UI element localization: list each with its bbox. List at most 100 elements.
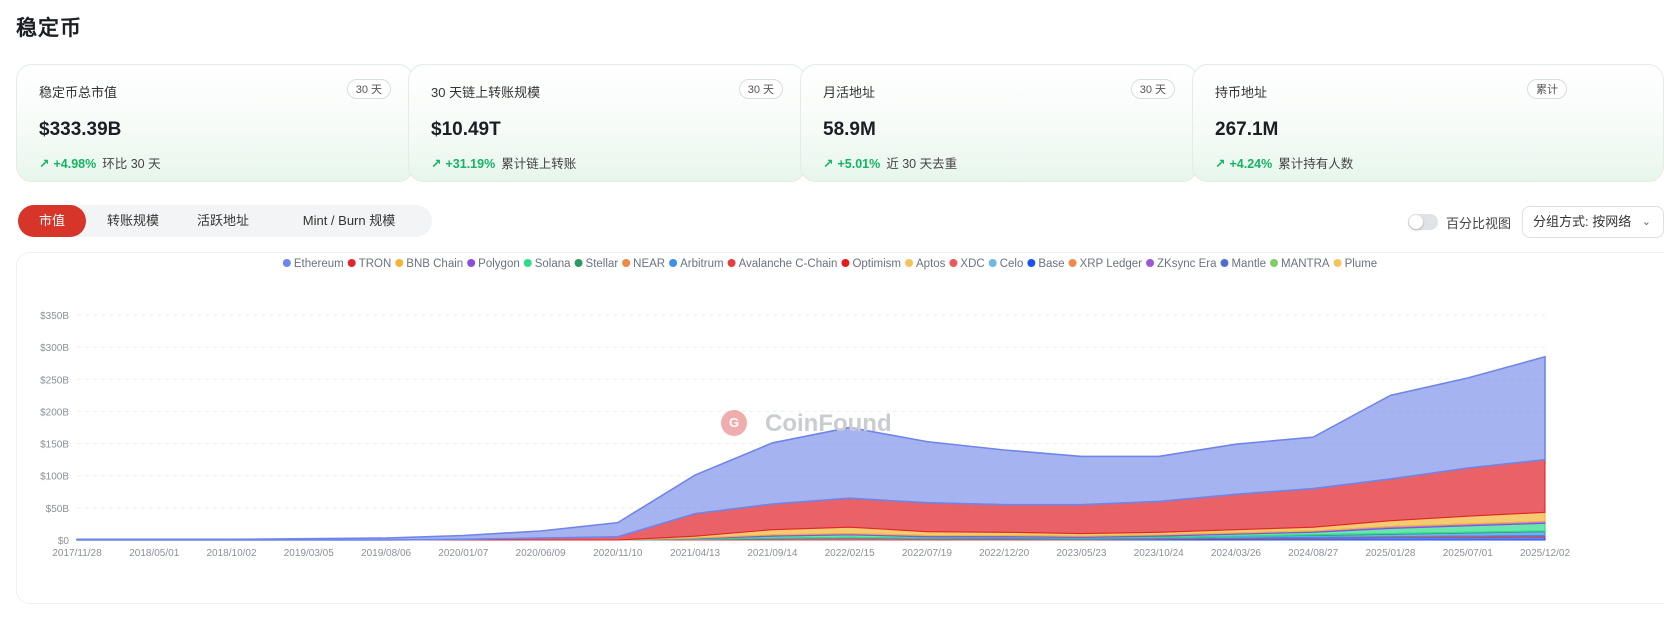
legend-item[interactable]: Base bbox=[1027, 258, 1065, 270]
stat-card-transfer-volume: 30 天链上转账规模 30 天 $10.49T ↗ +31.19% 累计链上转账 bbox=[408, 64, 806, 182]
legend-item[interactable]: Aptos bbox=[905, 258, 946, 270]
legend-item[interactable]: Polygon bbox=[467, 258, 520, 270]
legend-item[interactable]: Arbitrum bbox=[669, 258, 724, 270]
x-tick-label: 2020/11/10 bbox=[593, 548, 643, 559]
y-tick-label: $0 bbox=[58, 536, 70, 547]
change-caption: 累计持有人数 bbox=[1278, 157, 1354, 171]
page-title: 稳定币 bbox=[16, 17, 82, 40]
chevron-down-icon: ⌄ bbox=[1641, 216, 1651, 228]
y-tick-label: $350B bbox=[40, 311, 69, 322]
legend-swatch bbox=[949, 259, 958, 267]
card-label: 稳定币总市值 bbox=[39, 85, 118, 100]
change-percent: +4.98% bbox=[53, 157, 97, 171]
legend-label: Plume bbox=[1345, 258, 1378, 270]
legend-label: ZKsync Era bbox=[1157, 258, 1217, 270]
stat-card-monthly-active: 月活地址 30 天 58.9M ↗ +5.01% 近 30 天去重 bbox=[800, 64, 1198, 182]
legend-label: XDC bbox=[960, 258, 984, 270]
chart-panel: Ethereum TRON BNB Chain Polygon Solana Stella… bbox=[16, 252, 1664, 604]
card-value: $333.39B bbox=[39, 119, 122, 140]
legend-swatch bbox=[1027, 259, 1036, 267]
area-series-ethereum bbox=[76, 355, 1546, 541]
legend-swatch bbox=[841, 259, 850, 267]
legend-item[interactable]: Stellar bbox=[574, 258, 619, 270]
legend-item[interactable]: Plume bbox=[1333, 258, 1378, 270]
x-tick-label: 2020/01/07 bbox=[438, 548, 488, 559]
card-label: 月活地址 bbox=[823, 85, 876, 100]
legend-item[interactable]: XDC bbox=[949, 258, 985, 270]
legend-item[interactable]: Solana bbox=[523, 258, 571, 270]
x-tick-label: 2025/07/01 bbox=[1443, 548, 1493, 559]
legend-swatch bbox=[347, 259, 356, 267]
legend-swatch bbox=[1270, 259, 1278, 267]
legend-item[interactable]: Mantle bbox=[1220, 258, 1266, 270]
legend-item[interactable]: NEAR bbox=[622, 258, 665, 270]
legend-swatch bbox=[1220, 259, 1229, 267]
x-tick-label: 2018/10/02 bbox=[206, 548, 256, 559]
legend-label: Base bbox=[1038, 258, 1064, 270]
legend-label: Avalanche C-Chain bbox=[739, 258, 838, 270]
legend-label: Solana bbox=[535, 258, 571, 270]
legend-label: Mantle bbox=[1231, 258, 1266, 270]
legend-swatch bbox=[467, 259, 476, 267]
legend-swatch bbox=[282, 259, 291, 267]
group-by-select[interactable]: 分组方式: 按网络 ⌄ bbox=[1522, 206, 1664, 238]
tab-market-cap[interactable]: 市值 bbox=[18, 205, 86, 237]
tab-active-addresses[interactable]: 活跃地址 bbox=[196, 213, 249, 228]
x-tick-label: 2021/09/14 bbox=[747, 548, 797, 559]
legend-swatch bbox=[988, 259, 997, 267]
y-tick-label: $100B bbox=[40, 472, 69, 483]
legend-label: Optimism bbox=[852, 258, 901, 270]
legend-item[interactable]: Ethereum bbox=[282, 258, 344, 270]
legend-item[interactable]: Avalanche C-Chain bbox=[727, 258, 838, 270]
card-value: 58.9M bbox=[823, 119, 876, 140]
legend-label: XRP Ledger bbox=[1080, 258, 1143, 270]
watermark: G CoinFound bbox=[721, 410, 892, 437]
legend-item[interactable]: TRON bbox=[347, 258, 392, 270]
x-tick-label: 2025/01/28 bbox=[1365, 548, 1415, 559]
change-percent: +5.01% bbox=[837, 157, 881, 171]
card-value: $10.49T bbox=[431, 119, 501, 140]
legend-swatch bbox=[1068, 259, 1077, 267]
card-change: ↗ +31.19% 累计链上转账 bbox=[431, 153, 576, 172]
trend-up-icon: ↗ bbox=[431, 157, 442, 171]
chart-areas bbox=[76, 355, 1546, 541]
legend-label: Polygon bbox=[478, 258, 520, 270]
legend-label: Aptos bbox=[916, 258, 946, 270]
toggle-switch[interactable] bbox=[1408, 214, 1438, 230]
x-tick-label: 2022/12/20 bbox=[979, 548, 1029, 559]
change-percent: +31.19% bbox=[445, 157, 496, 171]
period-badge: 30 天 bbox=[738, 79, 783, 99]
change-caption: 近 30 天去重 bbox=[886, 157, 958, 171]
legend-label: MANTRA bbox=[1281, 258, 1330, 270]
legend-label: Stellar bbox=[586, 258, 619, 270]
watermark-text: CoinFound bbox=[765, 410, 892, 437]
x-tick-label: 2024/03/26 bbox=[1211, 548, 1261, 559]
x-tick-label: 2020/06/09 bbox=[516, 548, 566, 559]
stacked-area-chart: Ethereum TRON BNB Chain Polygon Solana Stella… bbox=[40, 258, 1570, 559]
legend-item[interactable]: Optimism bbox=[841, 258, 901, 270]
change-percent: +4.24% bbox=[1229, 157, 1273, 171]
tab-transfer-volume[interactable]: 转账规模 bbox=[106, 213, 159, 228]
legend-item[interactable]: MANTRA bbox=[1270, 258, 1330, 270]
x-tick-label: 2022/02/15 bbox=[825, 548, 875, 559]
card-change: ↗ +4.24% 累计持有人数 bbox=[1215, 153, 1353, 172]
toggle-knob bbox=[1409, 215, 1423, 229]
legend-swatch bbox=[395, 259, 404, 267]
y-tick-label: $250B bbox=[40, 375, 69, 386]
tab-mint-burn[interactable]: Mint / Burn 规模 bbox=[302, 213, 396, 228]
legend-item[interactable]: BNB Chain bbox=[395, 258, 463, 270]
y-tick-label: $50B bbox=[46, 504, 70, 515]
legend-item[interactable]: ZKsync Era bbox=[1146, 258, 1217, 270]
x-tick-label: 2025/12/02 bbox=[1520, 548, 1570, 559]
metric-tabs: 市值 转账规模 活跃地址 Mint / Burn 规模 bbox=[18, 205, 432, 237]
legend-label: NEAR bbox=[633, 258, 665, 270]
stats-cards: 稳定币总市值 30 天 $333.39B ↗ +4.98% 环比 30 天 30 天… bbox=[16, 64, 1664, 184]
period-badge: 30 天 bbox=[1130, 79, 1175, 99]
card-value: 267.1M bbox=[1215, 119, 1279, 140]
x-tick-label: 2019/03/05 bbox=[284, 548, 334, 559]
legend-item[interactable]: XRP Ledger bbox=[1068, 258, 1143, 270]
trend-up-icon: ↗ bbox=[1215, 157, 1226, 171]
legend-swatch bbox=[1333, 259, 1342, 267]
trend-up-icon: ↗ bbox=[823, 157, 834, 171]
legend-item[interactable]: Celo bbox=[988, 258, 1024, 270]
